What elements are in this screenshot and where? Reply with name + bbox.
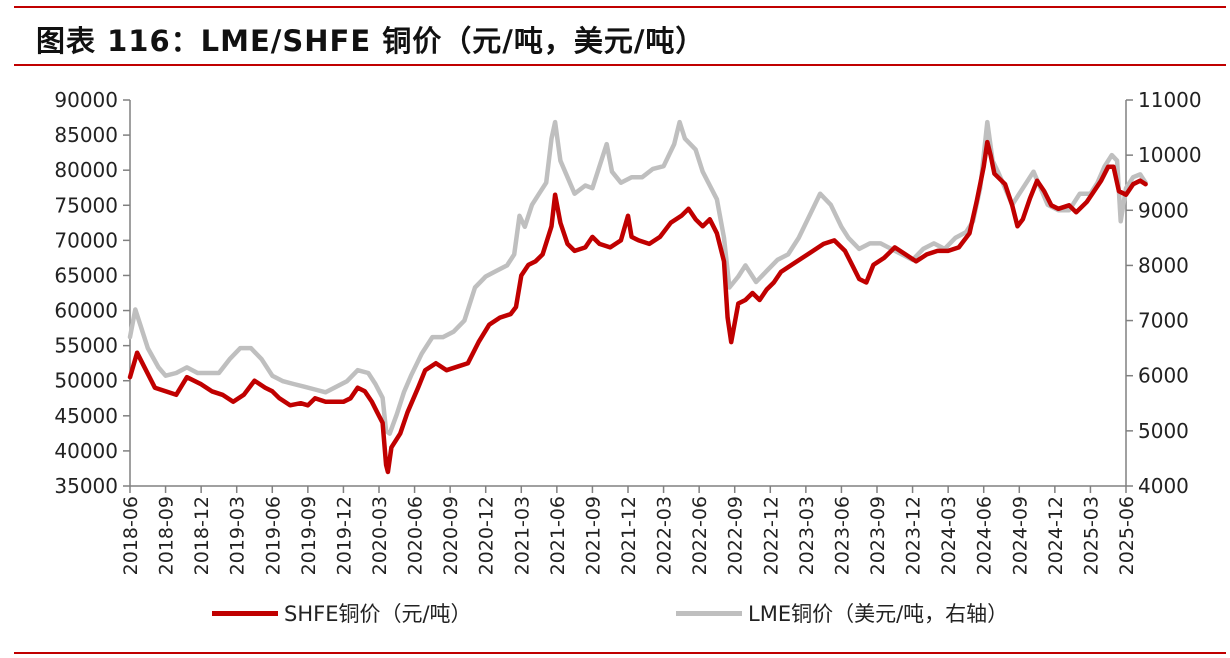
legend-label-shfe: SHFE铜价（元/吨） bbox=[284, 602, 472, 626]
legend-item-shfe: SHFE铜价（元/吨） bbox=[212, 598, 472, 628]
x-tick-label: 2023-12 bbox=[903, 496, 925, 575]
x-tick-label: 2019-03 bbox=[227, 496, 249, 575]
x-tick-label: 2019-12 bbox=[333, 496, 355, 575]
y-left-tick-label: 35000 bbox=[54, 474, 118, 498]
x-tick-label: 2021-03 bbox=[511, 496, 533, 575]
x-tick-label: 2018-12 bbox=[191, 496, 213, 575]
x-tick-label: 2022-12 bbox=[760, 496, 782, 575]
x-tick-label: 2020-12 bbox=[476, 496, 498, 575]
y-right-tick-label: 4000 bbox=[1138, 474, 1189, 498]
x-tick-label: 2024-12 bbox=[1045, 496, 1067, 575]
x-tick-label: 2025-03 bbox=[1080, 496, 1102, 575]
y-left-tick-label: 55000 bbox=[54, 334, 118, 358]
x-tick-label: 2023-03 bbox=[796, 496, 818, 575]
y-left-tick-label: 65000 bbox=[54, 263, 118, 287]
x-tick-label: 2019-06 bbox=[262, 496, 284, 575]
y-right-tick-label: 7000 bbox=[1138, 309, 1189, 333]
y-right-tick-label: 10000 bbox=[1138, 143, 1202, 167]
x-tick-label: 2022-06 bbox=[689, 496, 711, 575]
y-left-tick-label: 40000 bbox=[54, 439, 118, 463]
y-right-tick-label: 8000 bbox=[1138, 253, 1189, 277]
x-tick-label: 2023-09 bbox=[867, 496, 889, 575]
x-tick-label: 2024-06 bbox=[974, 496, 996, 575]
y-right-tick-label: 9000 bbox=[1138, 198, 1189, 222]
legend-swatch-lme bbox=[676, 610, 742, 616]
x-tick-label: 2022-09 bbox=[725, 496, 747, 575]
y-left-tick-label: 45000 bbox=[54, 404, 118, 428]
y-left-tick-label: 75000 bbox=[54, 193, 118, 217]
chart-title: 图表 116：LME/SHFE 铜价（元/吨，美元/吨） bbox=[36, 24, 706, 58]
y-left-tick-label: 85000 bbox=[54, 123, 118, 147]
bottom-rule bbox=[14, 652, 1226, 654]
x-tick-label: 2024-03 bbox=[938, 496, 960, 575]
y-right-tick-label: 11000 bbox=[1138, 88, 1202, 112]
x-tick-label: 2021-12 bbox=[618, 496, 640, 575]
y-right-tick-label: 5000 bbox=[1138, 419, 1189, 443]
y-left-tick-label: 90000 bbox=[54, 88, 118, 112]
x-tick-label: 2020-09 bbox=[440, 496, 462, 575]
legend-swatch-shfe bbox=[212, 610, 278, 616]
x-tick-label: 2024-09 bbox=[1009, 496, 1031, 575]
x-tick-label: 2023-06 bbox=[831, 496, 853, 575]
y-left-tick-label: 80000 bbox=[54, 158, 118, 182]
x-tick-label: 2018-09 bbox=[156, 496, 178, 575]
x-tick-label: 2020-06 bbox=[405, 496, 427, 575]
top-rule bbox=[14, 6, 1226, 8]
x-tick-label: 2019-09 bbox=[298, 496, 320, 575]
x-tick-label: 2020-03 bbox=[369, 496, 391, 575]
y-left-tick-label: 60000 bbox=[54, 299, 118, 323]
x-tick-label: 2018-06 bbox=[120, 496, 142, 575]
y-left-tick-label: 70000 bbox=[54, 228, 118, 252]
series-line-shfe bbox=[127, 139, 1148, 475]
legend-item-lme: LME铜价（美元/吨，右轴） bbox=[676, 598, 1008, 628]
y-right-tick-label: 6000 bbox=[1138, 364, 1189, 388]
x-tick-label: 2021-09 bbox=[582, 496, 604, 575]
y-left-tick-label: 50000 bbox=[54, 369, 118, 393]
line-chart: 90000 85000 80000 75000 70000 65000 60000 55000… bbox=[54, 88, 1202, 575]
x-tick-label: 2025-06 bbox=[1116, 496, 1138, 575]
title-rule bbox=[14, 64, 1226, 66]
x-tick-label: 2021-06 bbox=[547, 496, 569, 575]
legend-label-lme: LME铜价（美元/吨，右轴） bbox=[748, 602, 1009, 626]
x-tick-label: 2022-03 bbox=[654, 496, 676, 575]
